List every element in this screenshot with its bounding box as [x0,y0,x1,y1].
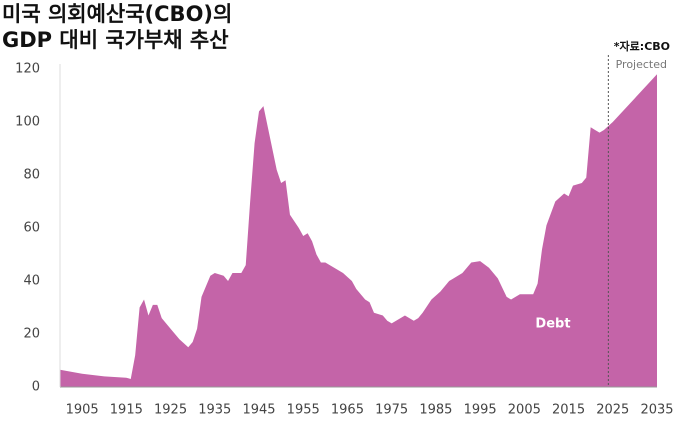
y-tick-label: 100 [15,115,40,130]
x-tick-label: 1975 [375,403,408,418]
x-tick-label: 1905 [66,403,99,418]
area [60,74,657,388]
y-tick-label: 40 [23,274,40,289]
source-note: *자료:CBO [614,39,670,53]
chart-title: 미국 의회예산국(CBO)의 [2,2,232,26]
y-tick-label: 20 [23,327,40,342]
x-tick-label: 2005 [508,403,541,418]
x-tick-label: 2015 [552,403,585,418]
x-tick-label: 1935 [198,403,231,418]
x-tick-label: 1915 [110,403,143,418]
y-tick-label: 0 [32,380,40,395]
y-tick-label: 60 [23,221,40,236]
x-tick-label: 1955 [287,403,320,418]
projection-label: Projected [616,58,667,71]
x-tick-label: 2035 [640,403,673,418]
x-tick-label: 1995 [464,403,497,418]
chart-subtitle: GDP 대비 국가부채 추산 [2,28,229,52]
x-tick-label: 1925 [154,403,187,418]
x-tick-label: 1965 [331,403,364,418]
x-tick-label: 2025 [596,403,629,418]
y-tick-label: 80 [23,168,40,183]
y-tick-label: 120 [15,62,40,77]
x-tick-label: 1985 [419,403,452,418]
series-label: Debt [535,317,570,332]
x-tick-label: 1945 [242,403,275,418]
